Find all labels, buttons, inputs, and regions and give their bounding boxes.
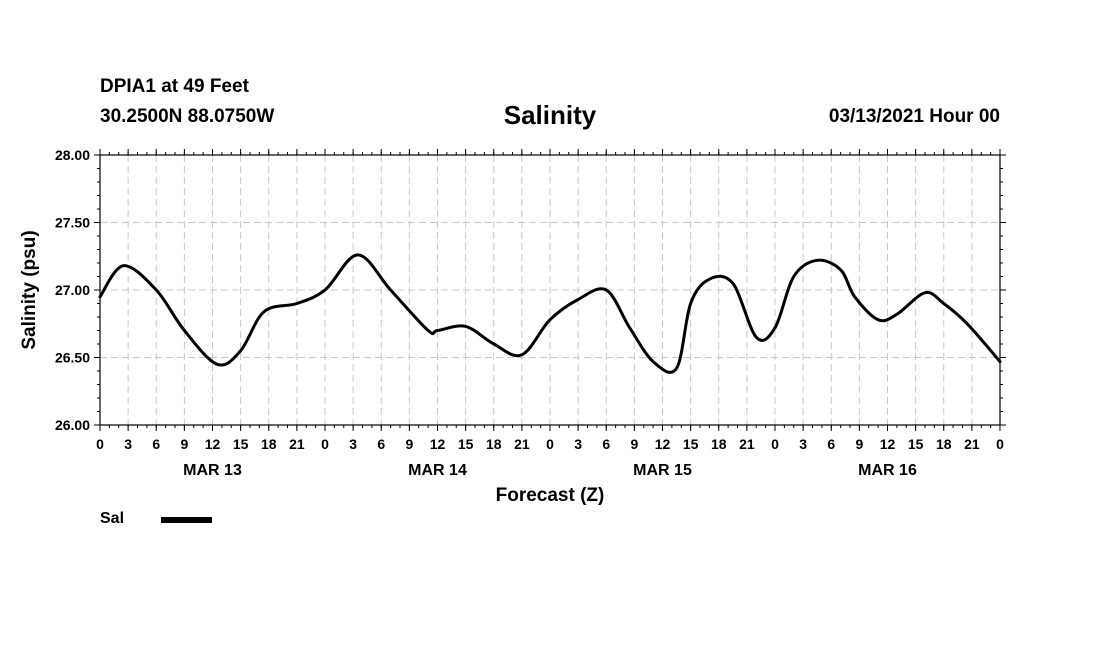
x-tick-label: 0 — [96, 436, 104, 452]
x-tick-label: 3 — [349, 436, 357, 452]
y-tick-label: 28.00 — [55, 147, 90, 163]
day-label: MAR 13 — [183, 462, 242, 479]
x-tick-label: 9 — [630, 436, 638, 452]
x-tick-label: 18 — [486, 436, 502, 452]
x-tick-label: 6 — [377, 436, 385, 452]
x-tick-label: 15 — [233, 436, 249, 452]
day-label: MAR 16 — [858, 462, 917, 479]
x-tick-label: 12 — [655, 436, 671, 452]
forecast-datetime: 03/13/2021 Hour 00 — [828, 106, 1000, 127]
x-tick-label: 6 — [152, 436, 160, 452]
legend-label-sal: Sal — [100, 510, 125, 527]
x-tick-label: 0 — [996, 436, 1004, 452]
day-label: MAR 14 — [408, 462, 467, 479]
x-tick-label: 3 — [574, 436, 582, 452]
x-tick-label: 6 — [827, 436, 835, 452]
coordinates-label: 30.2500N 88.0750W — [100, 106, 275, 127]
x-tick-label: 12 — [430, 436, 446, 452]
x-tick-label: 18 — [936, 436, 952, 452]
x-tick-label: 6 — [602, 436, 610, 452]
x-tick-label: 15 — [683, 436, 699, 452]
x-tick-label: 21 — [964, 436, 980, 452]
x-tick-label: 3 — [124, 436, 132, 452]
x-axis-title: Forecast (Z) — [496, 485, 605, 506]
x-tick-label: 15 — [908, 436, 924, 452]
x-tick-label: 0 — [546, 436, 554, 452]
x-tick-label: 18 — [711, 436, 727, 452]
x-tick-label: 9 — [180, 436, 188, 452]
x-tick-label: 9 — [405, 436, 413, 452]
chart-title: Salinity — [503, 100, 597, 130]
series-line-sal — [98, 253, 1002, 374]
x-tick-label: 12 — [205, 436, 221, 452]
x-tick-label: 15 — [458, 436, 474, 452]
x-tick-label: 9 — [855, 436, 863, 452]
x-tick-label: 18 — [261, 436, 277, 452]
x-tick-label: 21 — [739, 436, 755, 452]
day-label: MAR 15 — [633, 462, 692, 479]
y-tick-label: 26.00 — [55, 417, 90, 433]
legend-swatch-sal — [161, 517, 212, 523]
x-tick-label: 21 — [289, 436, 305, 452]
x-tick-label: 3 — [799, 436, 807, 452]
x-tick-label: 0 — [771, 436, 779, 452]
y-tick-label: 26.50 — [55, 350, 90, 366]
x-tick-label: 12 — [880, 436, 896, 452]
station-label: DPIA1 at 49 Feet — [100, 76, 249, 97]
x-tick-label: 21 — [514, 436, 530, 452]
y-tick-label: 27.00 — [55, 282, 90, 298]
x-tick-label: 0 — [321, 436, 329, 452]
y-axis-title: Salinity (psu) — [19, 230, 40, 349]
y-tick-label: 27.50 — [55, 215, 90, 231]
